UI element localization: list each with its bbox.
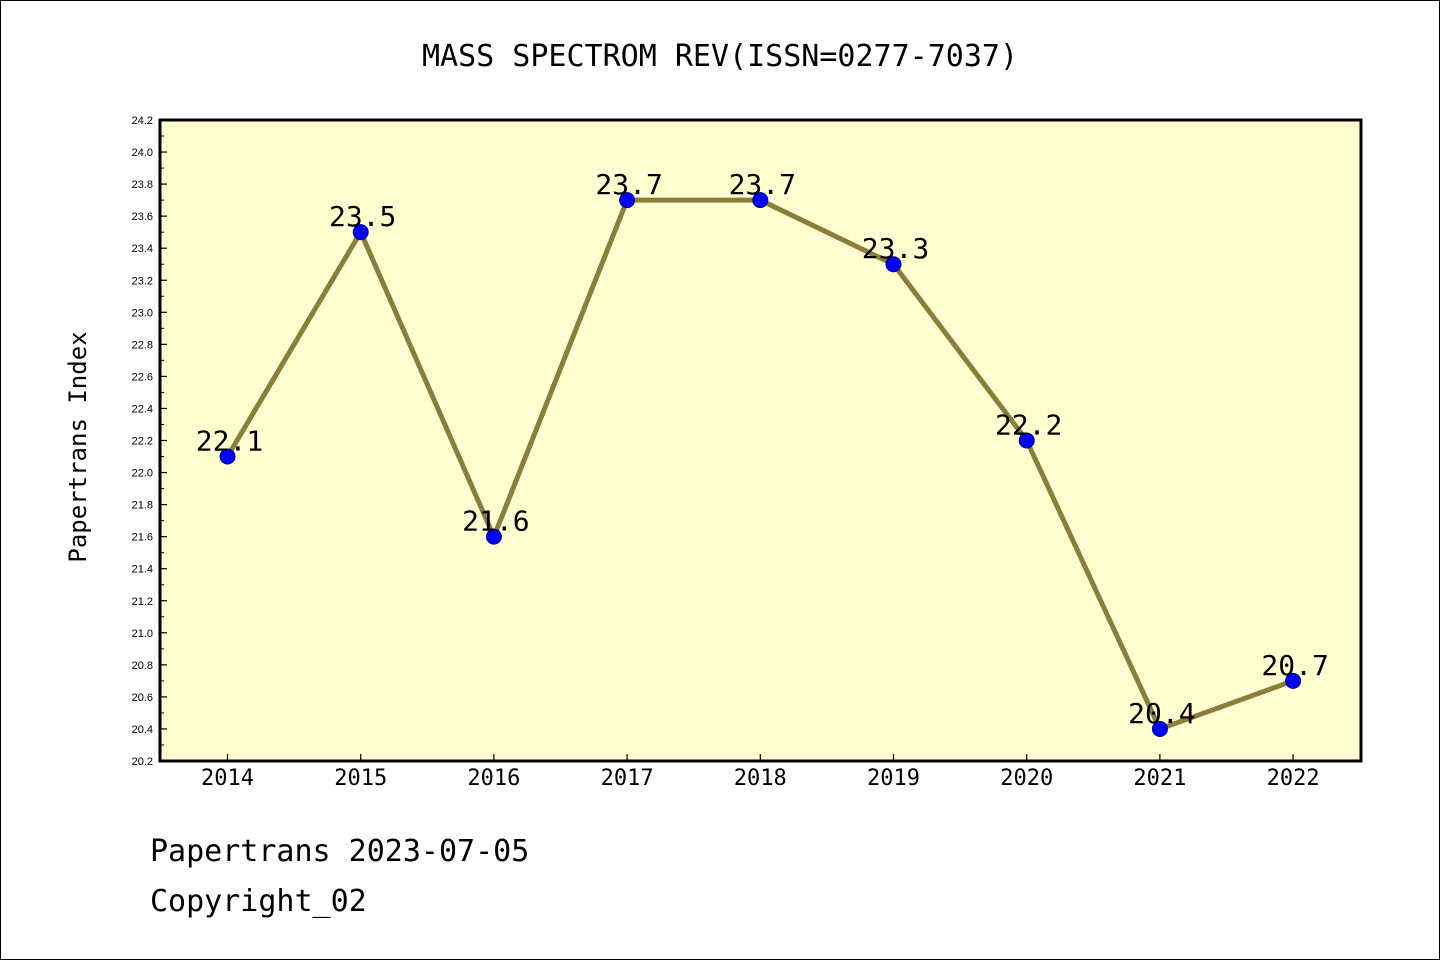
data-label: 23.7 bbox=[729, 168, 796, 201]
y-tick-label: 20.8 bbox=[132, 660, 153, 672]
y-tick-label: 23.6 bbox=[132, 211, 153, 223]
y-tick-label: 20.4 bbox=[132, 724, 153, 736]
y-tick-label: 20.6 bbox=[132, 692, 153, 704]
x-tick-label: 2016 bbox=[467, 766, 520, 791]
x-tick-label: 2015 bbox=[334, 766, 387, 791]
data-label: 21.6 bbox=[462, 505, 529, 538]
data-labels: 22.1 23.5 21.6 23.7 23.7 23.3 22.2 20.4 20.7 bbox=[196, 168, 1329, 730]
data-label: 23.3 bbox=[862, 232, 929, 265]
data-label: 23.7 bbox=[595, 168, 662, 201]
data-point-marker bbox=[219, 448, 236, 465]
data-point-marker bbox=[752, 192, 769, 209]
y-tick-label: 22.8 bbox=[132, 339, 153, 351]
y-tick-label: 21.2 bbox=[132, 596, 153, 608]
y-axis-ticks: 20.2 20.4 20.6 20.8 21.0 21.2 21.4 21.6 21.8 22.0… bbox=[132, 115, 167, 768]
data-point-marker bbox=[1285, 672, 1302, 689]
y-axis-label: Papertrans Index bbox=[64, 331, 92, 562]
footer-copyright-text: Copyright_02 bbox=[150, 884, 367, 919]
x-tick-label: 2017 bbox=[601, 766, 654, 791]
x-axis-ticks: 2014 2015 2016 2017 2018 2019 2020 2021 2022 bbox=[201, 754, 1320, 791]
data-point-marker bbox=[619, 192, 636, 209]
y-tick-label: 23.8 bbox=[132, 179, 153, 191]
data-label: 22.1 bbox=[196, 425, 263, 458]
y-tick-label: 24.2 bbox=[132, 115, 153, 127]
data-point-marker bbox=[352, 224, 369, 241]
footer-date-text: Papertrans 2023-07-05 bbox=[150, 834, 530, 869]
data-point-marker bbox=[1151, 720, 1168, 737]
y-tick-label: 23.2 bbox=[132, 275, 153, 287]
data-label: 20.4 bbox=[1128, 697, 1195, 730]
x-tick-label: 2020 bbox=[1000, 766, 1053, 791]
y-tick-label: 22.2 bbox=[132, 436, 153, 448]
y-tick-label: 24.0 bbox=[132, 147, 153, 159]
data-label: 20.7 bbox=[1261, 649, 1328, 682]
y-tick-label: 21.4 bbox=[132, 564, 153, 576]
y-tick-label: 21.0 bbox=[132, 628, 153, 640]
x-tick-label: 2019 bbox=[867, 766, 920, 791]
series-markers bbox=[219, 192, 1302, 737]
data-label: 23.5 bbox=[329, 200, 396, 233]
data-point-marker bbox=[1018, 432, 1035, 449]
y-tick-label: 21.8 bbox=[132, 500, 153, 512]
chart-title: MASS SPECTROM REV(ISSN=0277-7037) bbox=[422, 39, 1018, 74]
data-point-marker bbox=[885, 256, 902, 273]
y-tick-label: 22.4 bbox=[132, 403, 153, 415]
y-tick-label: 22.0 bbox=[132, 468, 153, 480]
y-tick-label: 21.6 bbox=[132, 532, 153, 544]
y-tick-label: 23.4 bbox=[132, 243, 153, 255]
x-tick-label: 2014 bbox=[201, 766, 254, 791]
y-tick-label: 23.0 bbox=[132, 307, 153, 319]
x-tick-label: 2018 bbox=[734, 766, 787, 791]
data-point-marker bbox=[485, 528, 502, 545]
y-tick-label: 20.2 bbox=[132, 756, 153, 768]
x-tick-label: 2021 bbox=[1133, 766, 1186, 791]
y-tick-label: 22.6 bbox=[132, 371, 153, 383]
data-label: 22.2 bbox=[995, 409, 1062, 442]
x-tick-label: 2022 bbox=[1267, 766, 1320, 791]
